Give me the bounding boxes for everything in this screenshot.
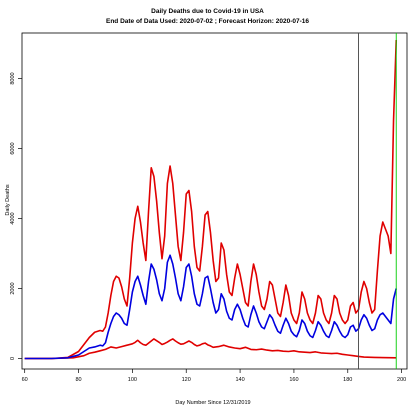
x-tick-label: 200 <box>397 377 406 383</box>
x-tick-label: 100 <box>128 377 137 383</box>
y-tick-label: 4000 <box>10 212 16 224</box>
y-tick-label: 8000 <box>10 72 16 84</box>
x-tick-label: 80 <box>75 377 81 383</box>
y-tick-label: 0 <box>10 357 16 360</box>
reference-lines <box>358 33 397 369</box>
x-axis-label: Day Number Since 12/31/2019 <box>175 400 250 406</box>
chart-subtitle: End Date of Data Used: 2020-07-02 ; Fore… <box>106 18 309 25</box>
y-axis: 0 2000 4000 6000 8000 <box>10 72 22 360</box>
y-axis-label: Daily Deaths <box>5 184 11 215</box>
series-line <box>24 39 398 360</box>
series-line <box>24 254 398 360</box>
chart-title: Daily Deaths due to Covid-19 in USA <box>151 8 264 15</box>
x-tick-label: 160 <box>289 377 298 383</box>
x-tick-label: 120 <box>182 377 191 383</box>
plot-frame <box>21 32 408 370</box>
y-tick-label: 2000 <box>10 282 16 294</box>
series-layer <box>24 39 398 360</box>
x-tick-label: 180 <box>343 377 352 383</box>
x-axis: 60 80 100 120 140 160 180 200 <box>22 369 406 383</box>
y-tick-label: 6000 <box>10 142 16 154</box>
x-tick-label: 60 <box>22 377 28 383</box>
series-line <box>24 338 397 360</box>
x-tick-label: 140 <box>235 377 244 383</box>
